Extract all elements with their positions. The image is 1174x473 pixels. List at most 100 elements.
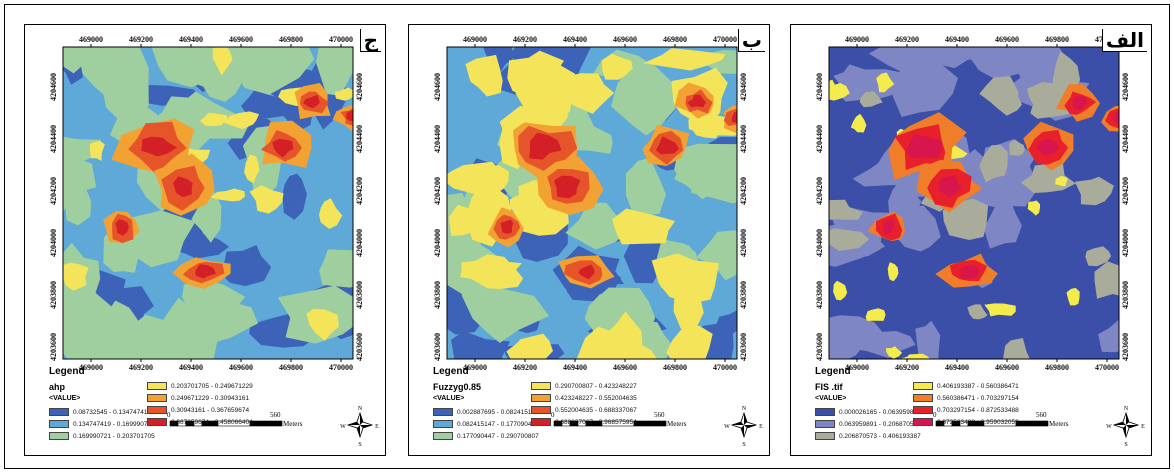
y-tick-label: 4204200	[49, 177, 58, 205]
map-patch	[983, 194, 1022, 249]
map-patch	[885, 346, 903, 359]
map-patch	[1074, 176, 1114, 206]
compass-n-label: N	[1124, 406, 1129, 412]
y-tick-label: 4204600	[815, 73, 824, 101]
scale-start-label: 0	[933, 411, 937, 419]
y-tick-label: 4204000	[739, 229, 748, 257]
legend-item: 0.290700807 - 0.423248227	[531, 381, 637, 391]
y-tick-label: 4204200	[355, 177, 364, 205]
map-patch	[966, 47, 1035, 80]
map-patch	[895, 205, 941, 252]
x-tick-label: 469000	[79, 35, 103, 44]
legend-item: 0.249671229 - 0.30943161	[147, 393, 249, 403]
map-border	[62, 46, 354, 360]
map-patch	[601, 53, 633, 80]
legend-label: 0.560386471 - 0.703297154	[937, 394, 1019, 402]
map-patch	[63, 151, 97, 212]
legend-item: 0.206870573 - 0.406193387	[815, 431, 921, 441]
legend-label: 0.406193387 - 0.560386471	[937, 382, 1019, 390]
legend-item: 0.872533488 - 0.959032059	[913, 417, 1019, 427]
legend-item: 0.000026165 - 0.063959891	[815, 407, 921, 417]
legend-label: 0.002887695 - 0.082415147	[457, 408, 539, 416]
x-tick-label: 469200	[895, 363, 919, 372]
x-tick-label: 470000	[1095, 363, 1119, 372]
map-patch	[282, 173, 307, 220]
map-patch	[200, 112, 228, 127]
compass-e-label: E	[759, 424, 763, 430]
map-patch	[465, 54, 503, 97]
map-patch	[651, 253, 719, 304]
x-tick-label: 469800	[279, 363, 303, 372]
map-panel-alef: 469000 469000 469200 469200 469400 469400 4696…	[790, 24, 1152, 456]
legend-swatch	[913, 406, 933, 414]
y-tick-label: 4204600	[433, 73, 442, 101]
map-patch	[829, 199, 863, 220]
map-hotspot	[554, 175, 581, 199]
map-patch	[316, 47, 353, 96]
legend-swatch	[49, 420, 69, 428]
map-patch	[967, 304, 988, 320]
legend-label: 0.367659674 - 0.458066404	[171, 418, 253, 426]
map-hotspot	[938, 175, 962, 198]
x-tick-label: 469400	[563, 363, 587, 372]
panel-title: ج	[359, 29, 381, 52]
map-panel-jeem: 469000 469000 469200 469200 469400 469400 4696…	[24, 24, 386, 456]
scale-end-label: 560	[1036, 411, 1047, 419]
x-tick-label: 470000	[713, 363, 737, 372]
legend-item: 0.082415147 - 0.177090447	[433, 419, 539, 429]
map-hotspot	[960, 265, 979, 279]
map-patch	[63, 262, 89, 291]
scale-unit-label: Meters	[283, 420, 303, 428]
map-patch	[221, 245, 272, 287]
compass-n-label: N	[358, 406, 363, 412]
x-tick-label: 469600	[229, 35, 253, 44]
map-patch	[865, 308, 886, 321]
legend-item: 0.002887695 - 0.082415147	[433, 407, 539, 417]
map-patch	[565, 202, 632, 250]
legend-layer-name: FIS .tif	[815, 382, 843, 392]
y-tick-label: 4203800	[1121, 281, 1130, 309]
map-patch	[1003, 338, 1030, 359]
compass-e-label: E	[1141, 424, 1145, 430]
x-tick-label: 469800	[1045, 363, 1069, 372]
y-tick-label: 4203600	[433, 333, 442, 361]
y-tick-label: 4203800	[815, 281, 824, 309]
x-tick-label: 469200	[513, 363, 537, 372]
map-hotspot	[141, 136, 178, 157]
y-tick-label: 4203600	[739, 333, 748, 361]
legend-label: 0.134747419 - 0.169990721	[73, 420, 155, 428]
y-tick-label: 4203600	[49, 333, 58, 361]
legend-label: 0.290700807 - 0.423248227	[555, 382, 637, 390]
x-tick-label: 469600	[995, 35, 1019, 44]
y-tick-label: 4204400	[49, 125, 58, 153]
legend-item: 0.703297154 - 0.872533488	[913, 405, 1019, 415]
map-svg: 469000 469000 469200 469200 469400 469400 4696…	[49, 35, 379, 448]
y-tick-label: 4203800	[433, 281, 442, 309]
map-patch	[335, 87, 353, 101]
map-hotspot	[529, 132, 562, 160]
y-tick-label: 4204600	[49, 73, 58, 101]
legend-swatch	[433, 408, 453, 416]
y-tick-label: 4204200	[433, 177, 442, 205]
map-patch	[829, 79, 836, 98]
y-tick-label: 4203600	[815, 333, 824, 361]
map-patch	[696, 230, 737, 281]
map-patch	[1027, 200, 1040, 216]
legend-label: 0.206870573 - 0.406193387	[839, 432, 921, 440]
legend-swatch	[815, 420, 835, 428]
legend-swatch	[531, 394, 551, 402]
x-tick-label: 469800	[1045, 35, 1069, 44]
x-tick-label: 469400	[563, 35, 587, 44]
legend-value-header: <VALUE>	[815, 395, 847, 402]
map-patch	[1027, 82, 1066, 109]
x-tick-label: 469600	[613, 363, 637, 372]
x-tick-label: 469600	[995, 363, 1019, 372]
legend-item: 0.177090447 - 0.290700807	[433, 431, 539, 441]
x-tick-label: 469000	[845, 35, 869, 44]
y-tick-label: 4203800	[355, 281, 364, 309]
x-tick-label: 469000	[845, 363, 869, 372]
scale-bar-segment	[249, 420, 283, 427]
map-patch	[241, 90, 287, 119]
legend-swatch	[531, 418, 551, 426]
legend-item: 0.552004635 - 0.688337067	[531, 405, 637, 415]
